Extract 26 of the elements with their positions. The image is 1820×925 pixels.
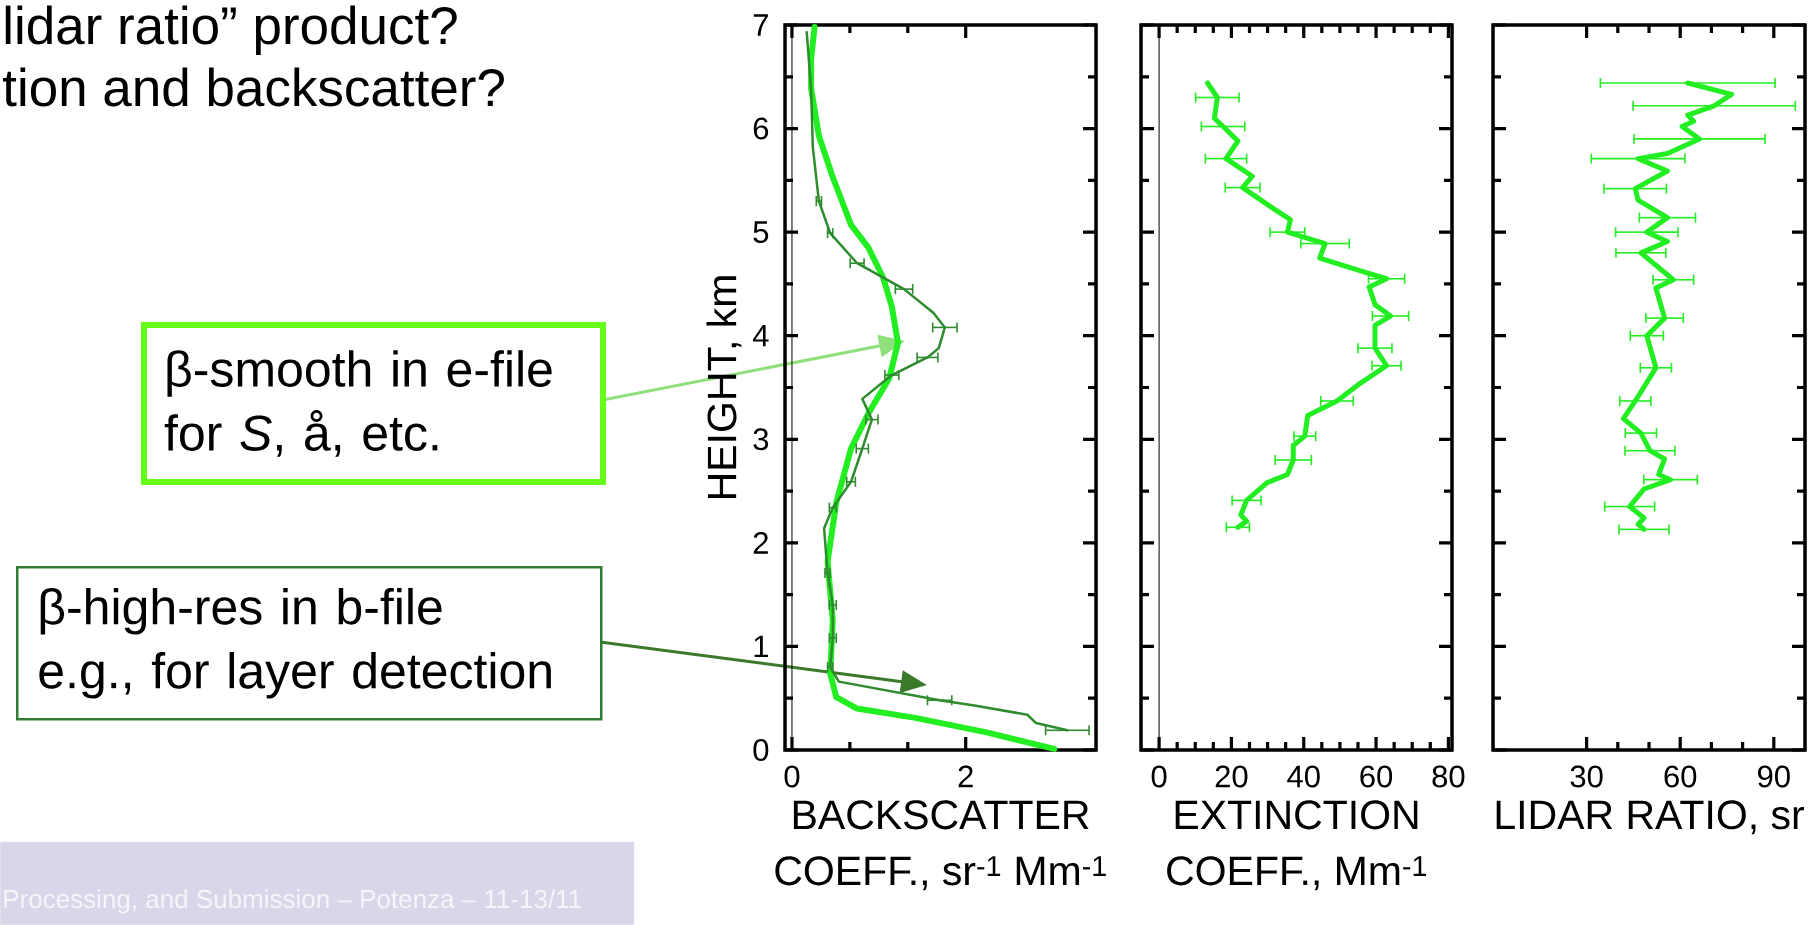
text: β-smooth in e-file for S, å, etc. [164, 350, 552, 457]
y-tick-label: 5 [753, 221, 769, 243]
x-tick-label: 90 [1758, 765, 1790, 788]
y-tick-label: 0 [753, 739, 769, 761]
x-tick-label: 0 [1151, 765, 1167, 788]
y-tick-label: 3 [753, 428, 769, 451]
x-tick-label: 60 [1360, 765, 1393, 788]
y-axis-title: HEIGHT, km [706, 276, 742, 499]
x-tick-label: 2 [958, 765, 973, 788]
x-axis-title: BACKSCATTER COEFF., sr$^{-1}$ Mm$^{-1}$ [775, 800, 1106, 891]
y-tick-label: 4 [752, 325, 769, 347]
x-tick-label: 40 [1287, 765, 1320, 788]
text: lidar ratio” product? [5, 5, 457, 55]
text: tion and backscatter? [3, 67, 504, 107]
x-tick-label: 60 [1664, 765, 1697, 788]
x-tick-label: 30 [1570, 765, 1603, 788]
x-axis-title: EXTINCTION COEFF., Mm$^{-1}$ [1167, 800, 1427, 891]
x-tick-label: 0 [784, 765, 800, 788]
x-axis-title: LIDAR RATIO, sr [1496, 800, 1804, 835]
text: β-high-res in b-file e.g., for layer detection [39, 587, 551, 699]
x-tick-label: 20 [1215, 765, 1248, 788]
y-tick-label: 7 [753, 14, 768, 36]
y-tick-label: 1 [754, 635, 768, 658]
x-tick-label: 80 [1432, 765, 1465, 788]
y-tick-label: 2 [753, 532, 768, 554]
y-tick-label: 6 [753, 117, 769, 140]
